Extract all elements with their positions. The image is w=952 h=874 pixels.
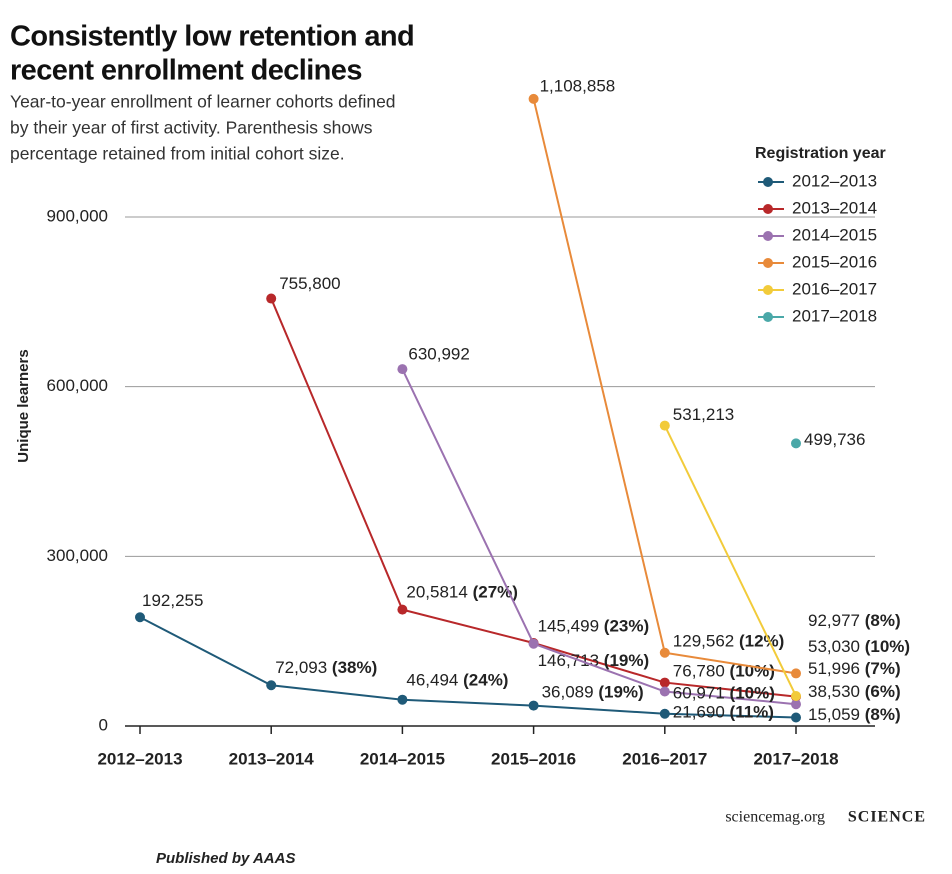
legend-title: Registration year xyxy=(755,145,886,162)
data-point xyxy=(397,694,408,705)
subtitle: percentage retained from initial cohort … xyxy=(10,144,345,164)
data-point xyxy=(791,668,801,679)
subtitle: Year-to-year enrollment of learner cohor… xyxy=(10,92,396,112)
legend-label: 2015–2016 xyxy=(792,252,877,271)
data-label: 145,499 (23%) xyxy=(538,617,650,636)
data-point xyxy=(397,364,408,375)
data-label: 755,800 xyxy=(279,274,340,293)
data-label: 129,562 (12%) xyxy=(673,632,785,651)
data-point xyxy=(791,691,801,702)
y-tick-label: 0 xyxy=(99,715,108,734)
data-point xyxy=(791,712,801,723)
legend-marker xyxy=(763,285,773,295)
data-label: 531,213 xyxy=(673,405,734,424)
credit: sciencemag.org xyxy=(725,809,825,826)
legend-label: 2017–2018 xyxy=(792,306,877,325)
data-label: 51,996 (7%) xyxy=(808,659,901,678)
data-label: 38,530 (6%) xyxy=(808,682,901,701)
y-axis-label: Unique learners xyxy=(15,349,32,462)
legend-marker xyxy=(763,177,773,187)
y-tick-label: 300,000 xyxy=(47,546,108,565)
brand: SCIENCE xyxy=(848,809,926,826)
data-label: 76,780 (10%) xyxy=(673,662,775,681)
x-tick-label: 2014–2015 xyxy=(360,749,445,768)
data-label: 630,992 xyxy=(408,345,469,364)
x-tick-label: 2015–2016 xyxy=(491,749,576,768)
data-point xyxy=(135,612,145,623)
data-label: 20,5814 (27%) xyxy=(406,583,518,602)
data-point xyxy=(528,638,539,649)
legend-label: 2013–2014 xyxy=(792,198,877,217)
series-line xyxy=(532,98,797,675)
data-label: 21,690 (11%) xyxy=(673,703,774,722)
x-tick-label: 2012–2013 xyxy=(97,749,182,768)
legend-marker xyxy=(763,312,773,322)
x-tick-label: 2017–2018 xyxy=(753,749,838,768)
legend-label: 2014–2015 xyxy=(792,225,877,244)
series-line xyxy=(401,368,797,706)
data-label: 92,977 (8%) xyxy=(808,611,901,630)
x-tick-label: 2013–2014 xyxy=(229,749,315,768)
publisher: Published by AAAS xyxy=(156,850,295,867)
data-point xyxy=(659,708,670,719)
data-label: 46,494 (24%) xyxy=(406,671,508,690)
subtitle: by their year of first activity. Parenth… xyxy=(10,118,373,138)
legend-label: 2012–2013 xyxy=(792,171,877,190)
chart-title: Consistently low retention and xyxy=(10,21,414,53)
series-line xyxy=(663,425,797,697)
chart-title: recent enrollment declines xyxy=(10,55,362,87)
data-point xyxy=(659,677,670,688)
data-point xyxy=(659,420,670,431)
data-point xyxy=(528,93,539,104)
data-label: 72,093 (38%) xyxy=(275,659,377,678)
y-tick-label: 600,000 xyxy=(47,376,108,395)
data-point xyxy=(791,438,801,449)
legend-marker xyxy=(763,258,773,268)
data-point xyxy=(659,686,670,697)
data-label: 1,108,858 xyxy=(540,76,616,95)
data-label: 53,030 (10%) xyxy=(808,637,910,656)
legend-marker xyxy=(763,231,773,241)
data-label: 192,255 xyxy=(142,591,203,610)
series-line xyxy=(139,616,797,719)
data-label: 499,736 xyxy=(804,430,865,449)
data-label: 36,089 (19%) xyxy=(542,683,644,702)
y-tick-label: 900,000 xyxy=(47,206,108,225)
legend-label: 2016–2017 xyxy=(792,279,877,298)
data-point xyxy=(266,293,277,304)
data-point xyxy=(791,699,801,710)
data-point xyxy=(266,680,277,691)
data-label: 15,059 (8%) xyxy=(808,705,901,724)
data-label: 60,971 (10%) xyxy=(673,684,775,703)
legend-marker xyxy=(763,204,773,214)
data-point xyxy=(528,700,539,711)
data-point xyxy=(659,647,670,658)
x-tick-label: 2016–2017 xyxy=(622,749,707,768)
data-point xyxy=(397,604,408,615)
data-label: 146,713 (19%) xyxy=(538,652,650,671)
